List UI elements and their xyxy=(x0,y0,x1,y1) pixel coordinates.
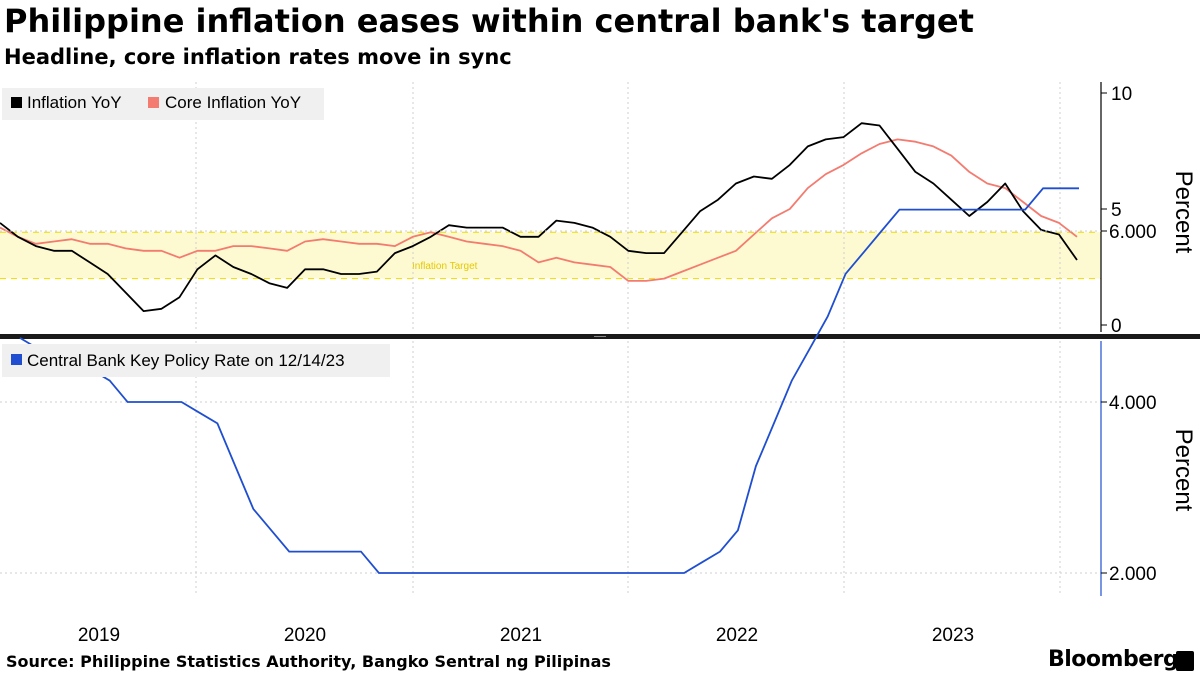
top-y-tick-label: 0 xyxy=(1111,316,1122,337)
x-axis-labels: 2019 2020 2021 2022 2023 xyxy=(78,625,974,646)
bottom-y-tick-label: 6.000 xyxy=(1109,222,1157,243)
top-gridlines xyxy=(195,82,1061,330)
top-legend: Inflation YoY Core Inflation YoY xyxy=(2,88,324,120)
x-axis-label-2022: 2022 xyxy=(716,625,758,646)
top-y-axis-title: Percent xyxy=(1170,171,1197,254)
bloomberg-mark-icon xyxy=(1176,651,1194,671)
legend-label-inflation: Inflation YoY xyxy=(27,93,122,112)
x-axis-label-2020: 2020 xyxy=(284,625,326,646)
x-axis-label-2023: 2023 xyxy=(932,625,974,646)
bottom-y-tick-label: 2.000 xyxy=(1109,564,1157,585)
target-band-label: Inflation Target xyxy=(412,261,478,272)
top-series-group xyxy=(0,122,1078,313)
bottom-series-group xyxy=(19,187,1079,574)
series-line-core-inflation-yoy xyxy=(0,138,1078,282)
bottom-legend-background xyxy=(2,344,390,377)
bottom-y-axis-title: Percent xyxy=(1170,429,1197,512)
bottom-gridlines xyxy=(0,230,1101,596)
bottom-y-tick-label: 4.000 xyxy=(1109,393,1157,414)
bottom-y-ticks: 6.000 4.000 2.000 xyxy=(1101,222,1157,585)
top-legend-background xyxy=(2,88,324,120)
bottom-legend: Central Bank Key Policy Rate on 12/14/23 xyxy=(2,344,390,377)
top-y-tick-label: 10 xyxy=(1111,84,1132,105)
bottom-panel: 6.000 4.000 2.000 Percent Central Bank Key… xyxy=(0,187,1197,596)
top-y-tick-label: 5 xyxy=(1111,200,1122,221)
legend-swatch-inflation xyxy=(11,97,22,108)
top-panel: Inflation Target 10 5 0 Percent Inflation … xyxy=(0,82,1197,337)
series-line-inflation-yoy xyxy=(0,122,1078,313)
source-note: Source: Philippine Statistics Authority,… xyxy=(6,652,611,671)
x-axis-label-2021: 2021 xyxy=(500,625,542,646)
legend-label-core: Core Inflation YoY xyxy=(165,93,301,112)
top-y-ticks: 10 5 0 xyxy=(1101,84,1132,337)
bloomberg-logo: Bloomberg xyxy=(1048,647,1179,672)
chart-title: Philippine inflation eases within centra… xyxy=(4,2,974,40)
panel-divider-grip[interactable] xyxy=(594,336,606,337)
chart-subtitle: Headline, core inflation rates move in s… xyxy=(4,45,512,69)
inflation-target-band xyxy=(0,232,1101,279)
legend-label-policy-rate: Central Bank Key Policy Rate on 12/14/23 xyxy=(27,351,345,370)
x-axis-label-2019: 2019 xyxy=(78,625,120,646)
series-line-policy-rate xyxy=(19,187,1079,574)
legend-swatch-policy-rate xyxy=(11,354,22,365)
legend-swatch-core xyxy=(148,97,159,108)
